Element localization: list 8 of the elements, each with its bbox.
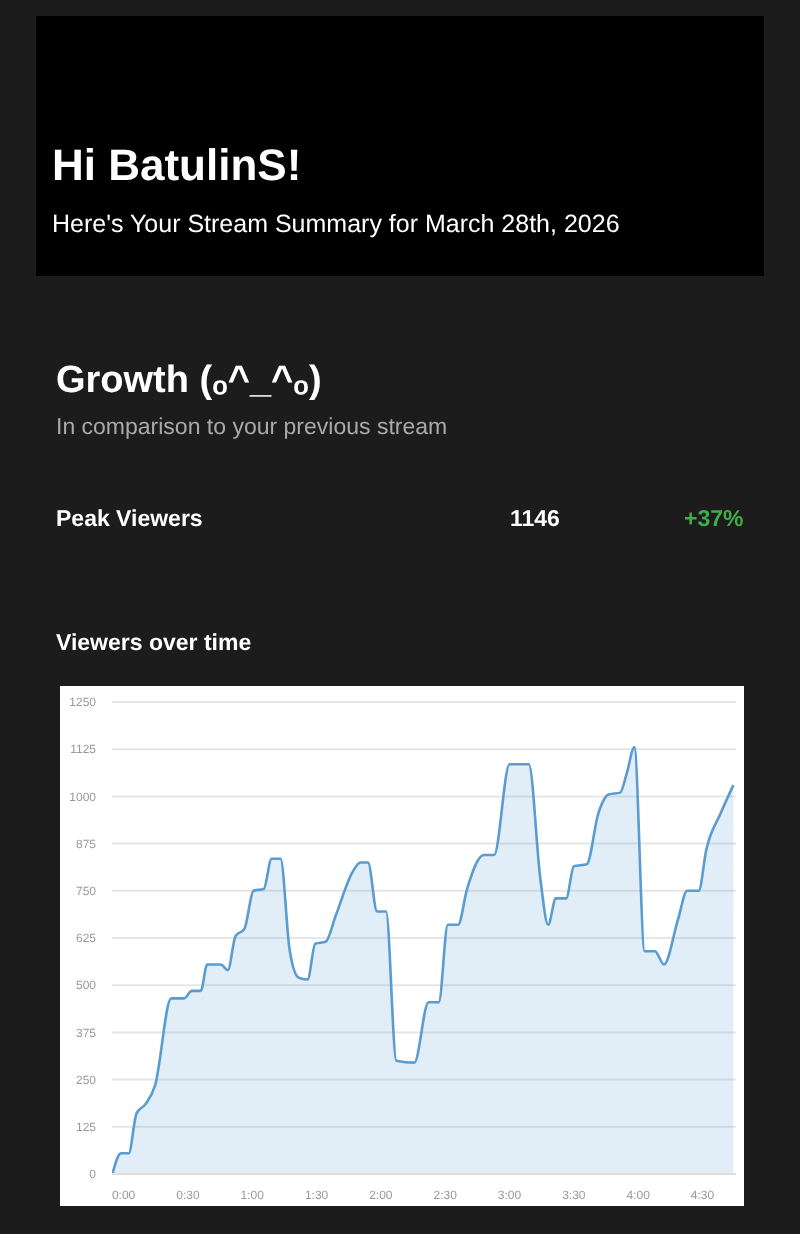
text: 1146: [510, 508, 560, 532]
text: +37%: [684, 508, 744, 532]
text: In comparison to your previous stream: [56, 416, 448, 440]
chart-title: Viewers over time: [56, 632, 252, 656]
text: Hi BatulinS!: [52, 140, 302, 192]
text: Here's Your Stream Summary for March 28th, 2026: [52, 210, 620, 238]
text: Growth (ₒ^_^ₒ): [56, 360, 322, 404]
text: Peak Viewers: [56, 508, 203, 532]
